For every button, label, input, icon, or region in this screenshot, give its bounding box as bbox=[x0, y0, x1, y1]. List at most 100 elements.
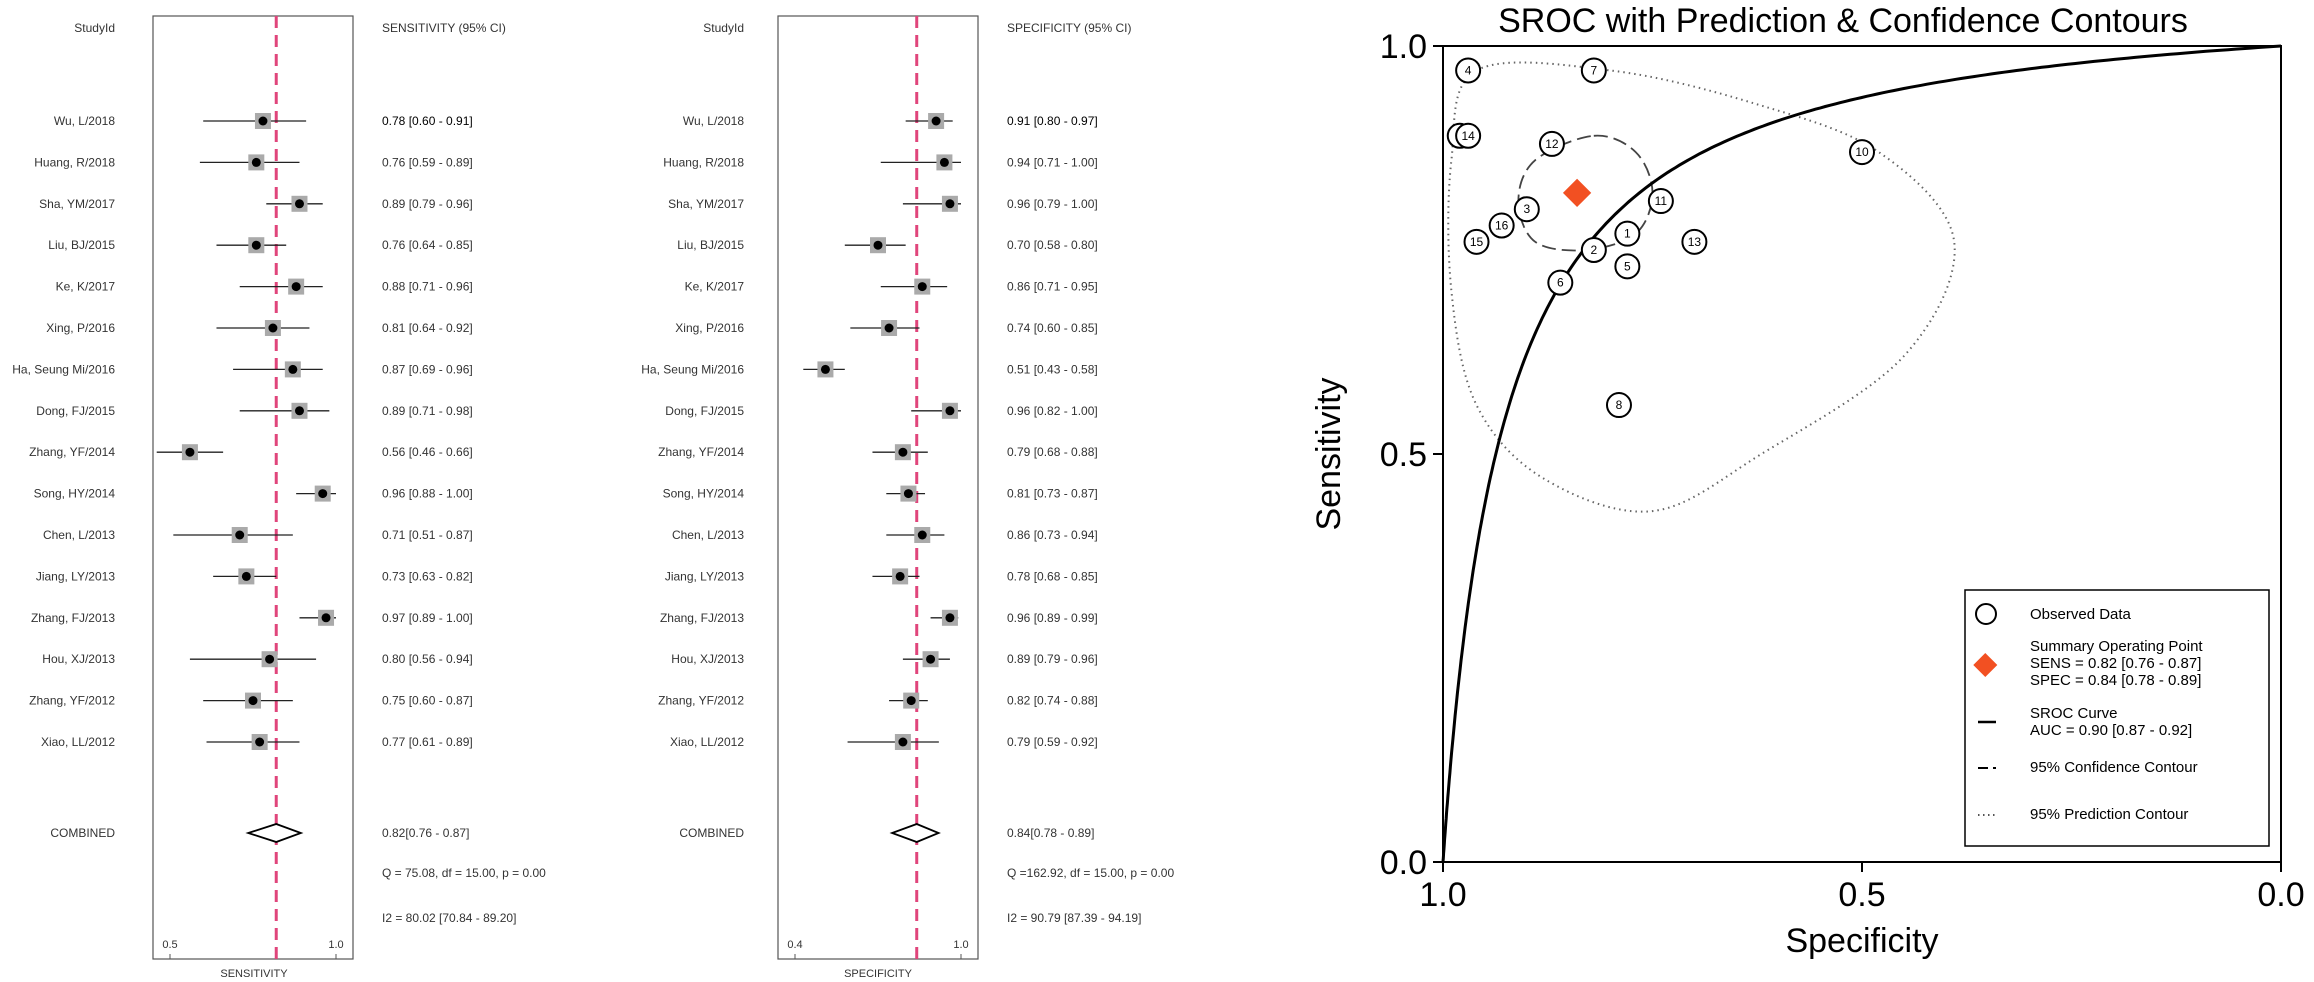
spec-study-name: Ha, Seung Mi/2016 bbox=[641, 362, 744, 376]
spec-study-name: Song, HY/2014 bbox=[663, 487, 745, 501]
sens-point-estimate bbox=[268, 323, 278, 333]
sens-study-header: StudyId bbox=[74, 21, 115, 35]
legend-auc-label: AUC = 0.90 [0.87 - 0.92] bbox=[2030, 722, 2192, 739]
sens-study-name: Jiang, LY/2013 bbox=[36, 569, 115, 583]
spec-study-ci-label: 0.74 [0.60 - 0.85] bbox=[1007, 321, 1098, 335]
spec-study-name: Wu, L/2018 bbox=[683, 114, 744, 128]
spec-point-estimate bbox=[945, 406, 955, 416]
sens-study-ci-label: 0.97 [0.89 - 1.00] bbox=[382, 611, 473, 625]
sens-point-estimate bbox=[321, 613, 331, 623]
spec-study-header: StudyId bbox=[703, 21, 744, 35]
spec-point-estimate bbox=[903, 489, 913, 499]
sens-study-name: Zhang, FJ/2013 bbox=[31, 611, 115, 625]
sens-study-name: Dong, FJ/2015 bbox=[36, 404, 115, 418]
sens-study-ci-label: 0.96 [0.88 - 1.00] bbox=[382, 487, 473, 501]
spec-point-estimate bbox=[917, 282, 927, 292]
spec-point-estimate bbox=[945, 613, 955, 623]
observed-study-point bbox=[1647, 188, 1674, 215]
sroc-plot: SROC with Prediction & Confidence Contou… bbox=[1310, 2, 2305, 960]
sroc-y-tick-label: 0.0 bbox=[1380, 844, 1427, 882]
observed-study-id: 2 bbox=[1590, 243, 1597, 257]
spec-study-name: Hou, XJ/2013 bbox=[671, 652, 744, 666]
spec-study-ci-label: 0.96 [0.89 - 0.99] bbox=[1007, 611, 1098, 625]
sens-study-name: Zhang, YF/2012 bbox=[29, 694, 115, 708]
spec-study-name: Ke, K/2017 bbox=[685, 280, 745, 294]
sroc-title: SROC with Prediction & Confidence Contou… bbox=[1498, 2, 2188, 40]
sens-combined-ci-label: 0.82[0.76 - 0.87] bbox=[382, 826, 469, 840]
sens-study-ci-label: 0.77 [0.61 - 0.89] bbox=[382, 735, 473, 749]
sens-rows: 0.5 1.0 Wu, L/2018 0.78 [0.60 - 0.91] Huang,… bbox=[12, 16, 473, 959]
spec-study-ci-label: 0.96 [0.79 - 1.00] bbox=[1007, 197, 1098, 211]
spec-study-name: Chen, L/2013 bbox=[672, 528, 744, 542]
spec-study-name: Huang, R/2018 bbox=[663, 155, 744, 169]
observed-study-point bbox=[1614, 220, 1641, 247]
spec-study-name: Liu, BJ/2015 bbox=[677, 238, 744, 252]
sens-point-estimate bbox=[185, 447, 195, 457]
sroc-ticks: 1.0 0.5 0.0 0.0 0.5 1.0 bbox=[1380, 28, 2305, 914]
spec-rows: 0.4 1.0 Wu, L/2018 0.91 [0.80 - 0.97] Huang,… bbox=[641, 16, 1098, 959]
legend-pred-label: 95% Prediction Contour bbox=[2030, 806, 2188, 823]
spec-combined-diamond bbox=[889, 823, 941, 843]
sroc-marks: 12345678910111213141516 bbox=[1441, 44, 2282, 862]
observed-study-id: 1 bbox=[1624, 227, 1631, 241]
spec-study-ci-label: 0.81 [0.73 - 0.87] bbox=[1007, 487, 1098, 501]
observed-study-id: 10 bbox=[1855, 145, 1869, 159]
sens-study-name: Song, HY/2014 bbox=[34, 487, 116, 501]
observed-study-point bbox=[1538, 130, 1565, 157]
observed-study-point bbox=[1614, 253, 1641, 280]
sens-study-name: Liu, BJ/2015 bbox=[48, 238, 115, 252]
sroc-y-tick-label: 1.0 bbox=[1380, 28, 1427, 66]
legend-observed-label: Observed Data bbox=[2030, 606, 2132, 623]
observed-study-point bbox=[1513, 196, 1540, 223]
observed-study-id: 3 bbox=[1523, 202, 1530, 216]
spec-study-ci-label: 0.79 [0.59 - 0.92] bbox=[1007, 735, 1098, 749]
sens-point-estimate bbox=[241, 571, 251, 581]
sens-study-ci-label: 0.87 [0.69 - 0.96] bbox=[382, 362, 473, 376]
spec-point-estimate bbox=[884, 323, 894, 333]
observed-study-point bbox=[1463, 228, 1490, 255]
observed-study-point bbox=[1605, 392, 1632, 419]
summary-operating-point bbox=[1562, 178, 1592, 208]
sens-study-ci-label: 0.71 [0.51 - 0.87] bbox=[382, 528, 473, 542]
observed-study-id: 6 bbox=[1557, 276, 1564, 290]
legend-sens-label: SENS = 0.82 [0.76 - 0.87] bbox=[2030, 655, 2201, 672]
spec-point-estimate bbox=[873, 240, 883, 250]
observed-study-point bbox=[1849, 139, 1875, 166]
sens-study-ci-label: 0.81 [0.64 - 0.92] bbox=[382, 321, 473, 335]
spec-plot-frame bbox=[777, 15, 979, 960]
prediction-contour bbox=[1447, 61, 1956, 513]
spec-point-estimate bbox=[931, 116, 941, 126]
sens-point-estimate bbox=[288, 364, 298, 374]
observed-study-id: 5 bbox=[1624, 259, 1631, 273]
spec-study-name: Xing, P/2016 bbox=[675, 321, 744, 335]
specificity-forest-plot: StudyId SPECIFICITY (95% CI) 0.4 1.0 Wu, L… bbox=[641, 15, 1174, 980]
sroc-curve bbox=[1441, 44, 2282, 862]
sens-combined-label: COMBINED bbox=[50, 826, 115, 840]
observed-study-point bbox=[1681, 228, 1708, 255]
spec-study-name: Dong, FJ/2015 bbox=[665, 404, 744, 418]
observed-study-point bbox=[1580, 57, 1607, 84]
spec-point-estimate bbox=[939, 157, 949, 167]
spec-study-name: Jiang, LY/2013 bbox=[665, 569, 744, 583]
observed-study-id: 11 bbox=[1655, 194, 1668, 208]
observed-study-id: 12 bbox=[1545, 137, 1559, 151]
spec-combined-label: COMBINED bbox=[679, 826, 744, 840]
spec-study-ci-label: 0.94 [0.71 - 1.00] bbox=[1007, 155, 1098, 169]
sens-point-estimate bbox=[258, 116, 268, 126]
spec-point-estimate bbox=[820, 364, 830, 374]
spec-study-name: Zhang, FJ/2013 bbox=[660, 611, 744, 625]
sroc-y-tick-label: 0.5 bbox=[1380, 436, 1427, 474]
spec-q-text: Q =162.92, df = 15.00, p = 0.00 bbox=[1007, 866, 1174, 880]
sens-point-estimate bbox=[251, 240, 261, 250]
sens-point-estimate bbox=[294, 199, 304, 209]
legend-spec-label: SPEC = 0.84 [0.78 - 0.89] bbox=[2030, 672, 2201, 689]
sens-study-ci-label: 0.89 [0.71 - 0.98] bbox=[382, 404, 473, 418]
spec-x-tick-label: 1.0 bbox=[953, 939, 968, 951]
spec-point-estimate bbox=[926, 654, 936, 664]
observed-study-point bbox=[1488, 212, 1515, 239]
sens-study-ci-label: 0.73 [0.63 - 0.82] bbox=[382, 569, 473, 583]
legend-box bbox=[1964, 589, 2270, 847]
spec-study-ci-label: 0.96 [0.82 - 1.00] bbox=[1007, 404, 1098, 418]
sens-plot-frame bbox=[152, 15, 354, 960]
